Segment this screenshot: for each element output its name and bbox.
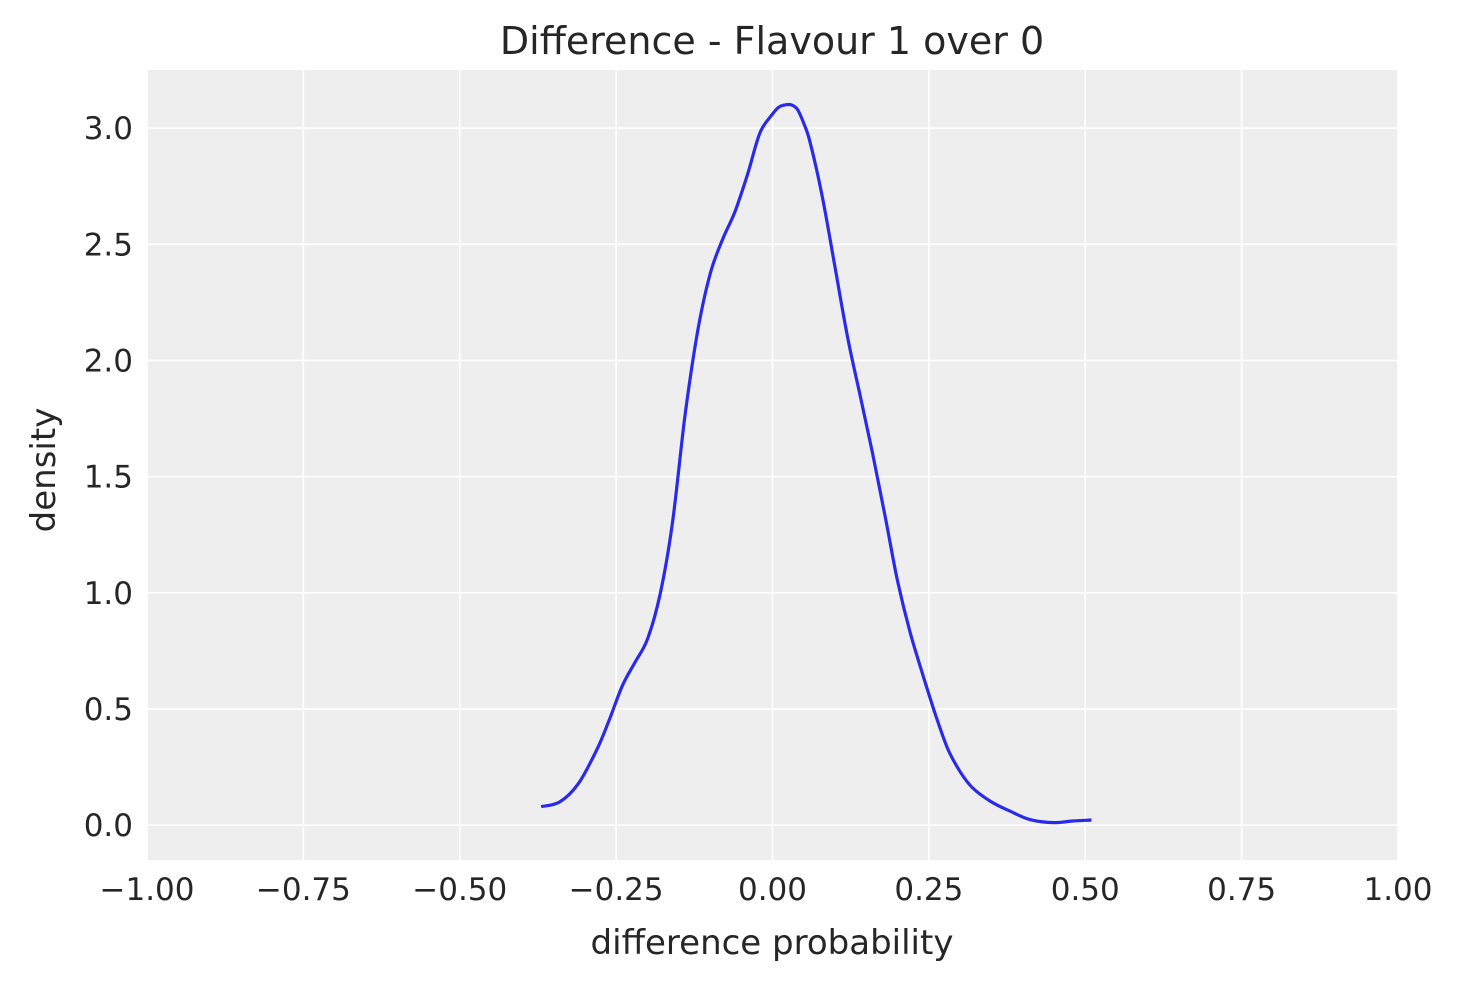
x-tick-label: −0.75	[256, 872, 351, 908]
x-tick-label: 0.75	[1207, 872, 1276, 908]
x-tick-labels: −1.00 −0.75 −0.50 −0.25 0.00 0.25 0.50 0.75 1.00	[100, 872, 1433, 908]
y-tick-label: 0.5	[84, 692, 133, 728]
y-tick-label: 0.0	[84, 808, 133, 844]
x-tick-label: −0.25	[569, 872, 664, 908]
x-tick-label: 0.50	[1051, 872, 1120, 908]
y-axis-label: density	[24, 408, 64, 533]
y-tick-label: 2.5	[84, 227, 133, 263]
x-axis-label: difference probability	[591, 923, 954, 963]
x-tick-label: 1.00	[1363, 872, 1432, 908]
y-tick-label: 1.0	[84, 576, 133, 612]
x-tick-label: −1.00	[100, 872, 195, 908]
x-tick-label: −0.50	[412, 872, 507, 908]
y-tick-label: 1.5	[84, 460, 133, 496]
y-tick-label: 3.0	[84, 111, 133, 147]
density-curve	[540, 102, 1092, 825]
y-tick-label: 2.0	[84, 343, 133, 379]
x-tick-label: 0.25	[894, 872, 963, 908]
chart-title: Difference - Flavour 1 over 0	[500, 19, 1044, 63]
x-tick-label: 0.00	[738, 872, 807, 908]
grid-lines	[146, 70, 1399, 860]
y-tick-labels: 0.0 0.5 1.0 1.5 2.0 2.5 3.0	[84, 111, 133, 844]
